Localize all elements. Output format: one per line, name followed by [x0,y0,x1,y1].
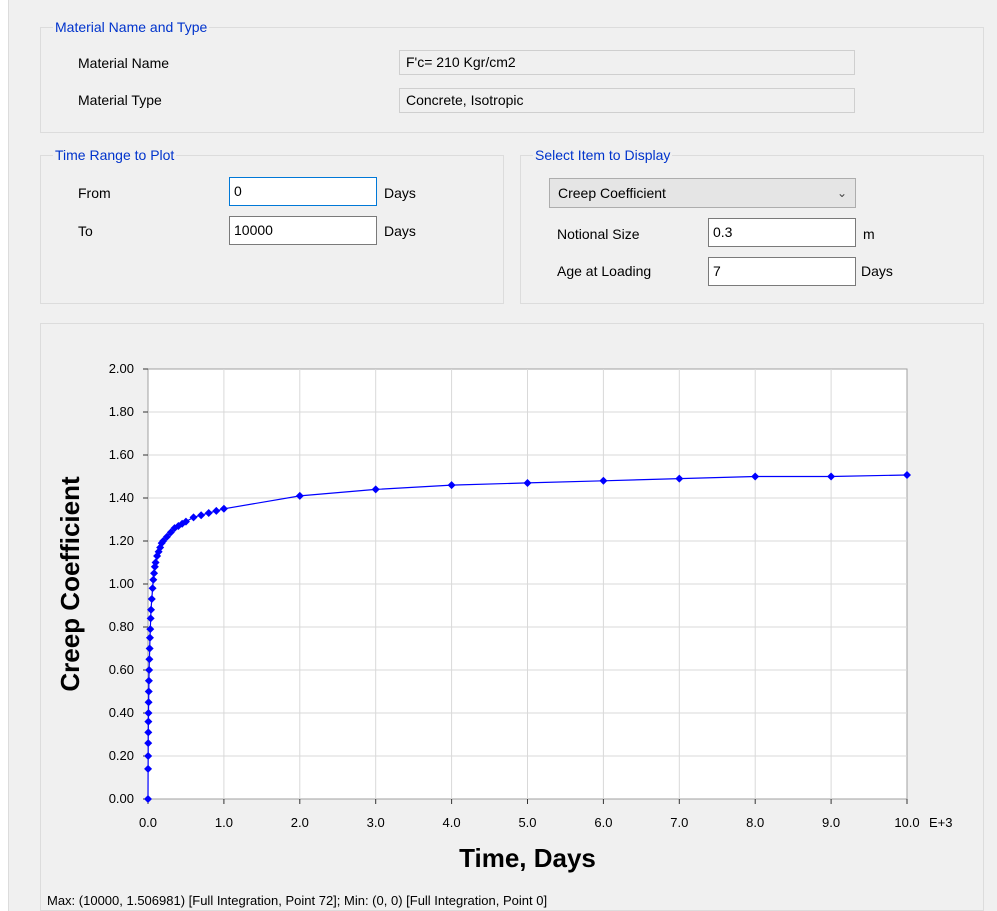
data-point [145,644,154,653]
data-point [181,517,190,526]
data-point [159,537,168,545]
age-at-loading-unit: Days [861,263,893,279]
age-at-loading-input[interactable]: 7 [708,257,856,286]
y-tick-label: 0.40 [109,705,134,720]
data-point [144,709,153,717]
y-tick-label: 1.80 [109,404,134,419]
x-tick-label: 7.0 [670,815,688,830]
x-axis-label: Time, Days [459,843,596,873]
material-type-label: Material Type [78,92,162,108]
from-label: From [78,185,111,201]
data-point [371,485,380,494]
material-name-type-group: Material Name and Type [40,18,984,133]
data-point [189,513,198,522]
data-point [219,504,228,513]
data-point [144,717,153,726]
data-point [148,584,157,593]
from-unit: Days [384,185,416,201]
material-group-legend: Material Name and Type [53,18,210,36]
to-label: To [78,223,93,239]
y-tick-label: 1.40 [109,490,134,505]
data-point [146,614,155,623]
data-point [144,795,152,803]
y-tick-label: 1.00 [109,576,134,591]
y-tick-label: 2.00 [109,361,134,376]
data-point [150,569,159,578]
select-item-group: Select Item to Display [520,146,984,304]
from-input[interactable]: 0 [229,177,377,206]
data-point [144,687,153,696]
material-type-field: Concrete, Isotropic [399,88,855,113]
data-point [145,655,154,664]
data-point [903,470,911,479]
x-tick-label: 5.0 [518,815,536,830]
data-point [145,666,154,674]
data-point [675,474,684,483]
data-point [751,472,760,481]
x-tick-label: 6.0 [594,815,612,830]
y-tick-label: 0.80 [109,619,134,634]
data-point [146,625,155,634]
age-at-loading-label: Age at Loading [557,263,652,279]
data-point [162,532,171,541]
data-point [599,476,608,485]
status-text: Max: (10000, 1.506981) [Full Integration… [47,893,548,908]
material-name-field: F'c= 210 Kgr/cm2 [399,50,855,75]
x-tick-label: 8.0 [746,815,764,830]
select-item-legend: Select Item to Display [533,146,673,164]
creep-coefficient-chart: 0.0 1.0 2.0 3.0 4.0 5.0 6.0 7.0 8.0 9.0 10.0 E+3 0.0… [55,361,953,873]
notional-size-unit: m [863,226,875,242]
time-range-legend: Time Range to Plot [53,146,177,164]
time-range-group: Time Range to Plot [40,146,504,304]
to-input[interactable]: 10000 [229,216,377,245]
y-axis-label: Creep Coefficient [55,476,85,692]
to-unit: Days [384,223,416,239]
data-point [144,752,153,760]
data-point [144,698,153,707]
y-tick-label: 0.20 [109,748,134,763]
data-point [447,481,456,490]
x-tick-label: 10.0 [894,815,919,830]
y-tick-label: 0.00 [109,791,134,806]
x-tick-label: 1.0 [215,815,233,830]
y-tick-label: 1.20 [109,533,134,548]
data-point [197,511,206,520]
data-point [827,472,836,481]
data-point [144,739,153,748]
chevron-down-icon: ⌄ [836,186,847,200]
data-point [523,478,532,487]
display-item-dropdown[interactable]: Creep Coefficient ⌄ [549,178,856,208]
y-tick-label: 1.60 [109,447,134,462]
notional-size-label: Notional Size [557,226,640,242]
data-point [212,506,221,515]
data-point [166,528,175,537]
x-tick-label: 4.0 [443,815,461,830]
data-point [144,764,153,773]
data-point [147,595,156,604]
x-tick-label: 2.0 [291,815,309,830]
data-point [149,575,158,584]
data-point [295,491,304,500]
data-point [147,605,156,614]
data-point [204,509,213,518]
x-tick-label: 9.0 [822,815,840,830]
x-tick-label: 3.0 [367,815,385,830]
data-point [151,558,160,567]
x-tick-label: 0.0 [139,815,157,830]
data-point [144,728,153,737]
notional-size-input[interactable]: 0.3 [708,218,856,247]
data-point [144,676,153,685]
x-unit-suffix: E+3 [929,815,953,830]
left-border [0,0,9,911]
data-point [145,633,154,642]
material-name-label: Material Name [78,55,170,71]
display-item-selected: Creep Coefficient [558,185,666,201]
y-tick-label: 0.60 [109,662,134,677]
